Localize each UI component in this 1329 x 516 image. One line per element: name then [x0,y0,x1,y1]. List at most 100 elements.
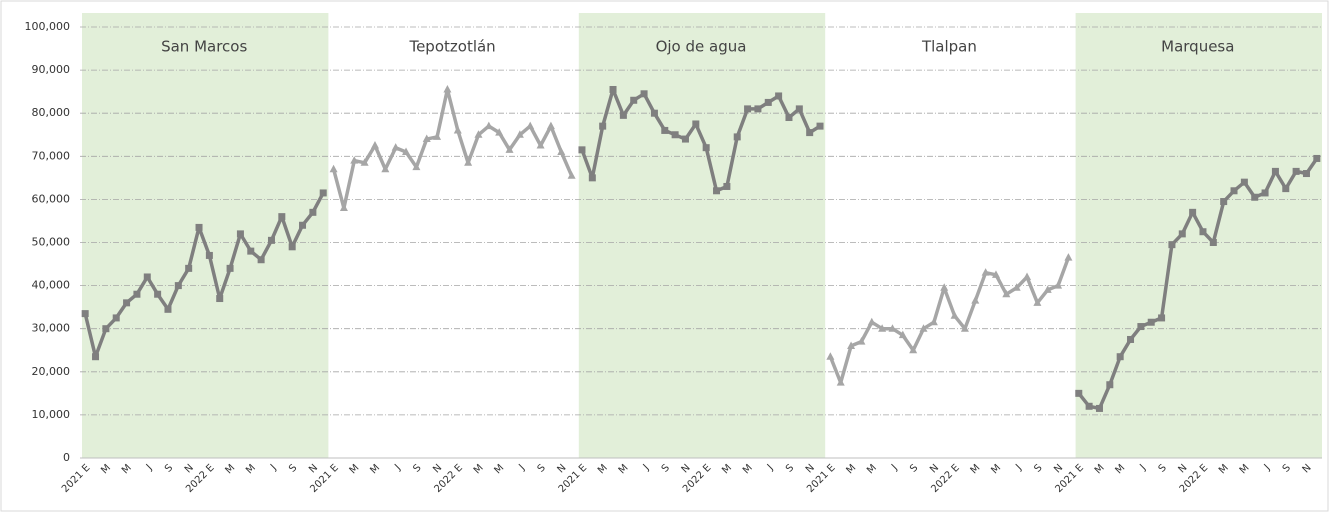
marker [339,203,348,212]
marker [174,282,182,290]
marker [505,145,514,153]
marker [1220,198,1228,206]
marker [1064,253,1073,261]
marker [1002,289,1011,298]
marker [391,143,400,151]
x-tick-label: J [1262,462,1273,473]
y-tick-label: 90,000 [32,63,71,76]
marker [143,273,151,281]
x-tick-label: M [741,462,755,476]
marker [515,130,524,138]
panel-title: Tepotzotlán [408,38,495,56]
marker [723,182,731,190]
marker [1054,281,1063,289]
marker [412,162,421,171]
y-tick-label: 50,000 [32,236,71,249]
marker [205,251,213,259]
marker [102,325,110,333]
marker [1075,389,1083,397]
x-tick-label: N [928,462,941,475]
x-tick-label: S [908,462,920,474]
marker [909,345,918,354]
marker [567,171,576,179]
x-tick-label: N [1301,462,1314,475]
x-tick-label: N [804,462,817,475]
marker [1271,167,1279,175]
marker [744,105,752,113]
marker [1095,404,1103,412]
x-tick-label: M [1093,462,1107,476]
marker [661,126,669,134]
marker [1023,272,1032,280]
x-tick-label: J [889,462,900,473]
marker [888,324,897,332]
y-tick-label: 0 [63,451,70,464]
marker [1313,154,1321,162]
x-tick-label: J [392,462,403,473]
marker [681,135,689,143]
marker [991,270,1000,278]
marker [857,337,866,345]
marker [453,125,462,134]
marker [267,236,275,244]
y-tick-label: 10,000 [32,408,71,421]
x-tick-label: J [268,462,279,473]
x-tick-label: S [163,462,175,474]
marker [950,311,959,319]
marker [898,330,907,339]
x-tick-label: M [472,462,486,476]
marker [836,378,845,386]
marker [1282,185,1290,193]
marker [1147,318,1155,326]
series-line [331,87,574,210]
marker [619,111,627,119]
marker [816,122,824,130]
marker [288,243,296,251]
x-tick-label: M [348,462,362,476]
marker [443,84,452,93]
marker [692,120,700,128]
marker [1199,228,1207,236]
x-tick-label: N [183,462,196,475]
marker [1230,187,1238,195]
marker [609,85,617,93]
marker [247,247,255,255]
marker [640,90,648,98]
marker [257,256,265,264]
x-tick-label: N [555,462,568,475]
x-tick-label: S [287,462,299,474]
x-tick-label: S [1281,462,1293,474]
marker [299,221,307,229]
y-tick-label: 40,000 [32,279,71,292]
marker [164,305,172,313]
marker [1033,298,1042,306]
marker [557,147,566,155]
x-tick-label: M [223,462,237,476]
marker [1106,381,1114,389]
marker [1137,323,1145,331]
x-tick-label: N [307,462,320,475]
marker [370,141,379,149]
marker [578,146,586,154]
marker [713,187,721,195]
y-tick-label: 20,000 [32,365,71,378]
x-tick-label: S [1157,462,1169,474]
marker [278,213,286,221]
marker [878,324,887,332]
marker [92,353,100,361]
panel-title: Tlalpan [921,38,977,56]
marker [216,295,224,303]
marker [733,133,741,141]
marker [702,144,710,152]
marker [764,98,772,106]
marker [847,341,856,349]
x-tick-label: M [720,462,734,476]
x-tick-label: S [536,462,548,474]
marker [971,296,980,304]
marker [940,283,949,291]
x-tick-label: M [989,462,1003,476]
x-tick-label: M [99,462,113,476]
marker [464,158,473,166]
y-tick-label: 80,000 [32,106,71,119]
